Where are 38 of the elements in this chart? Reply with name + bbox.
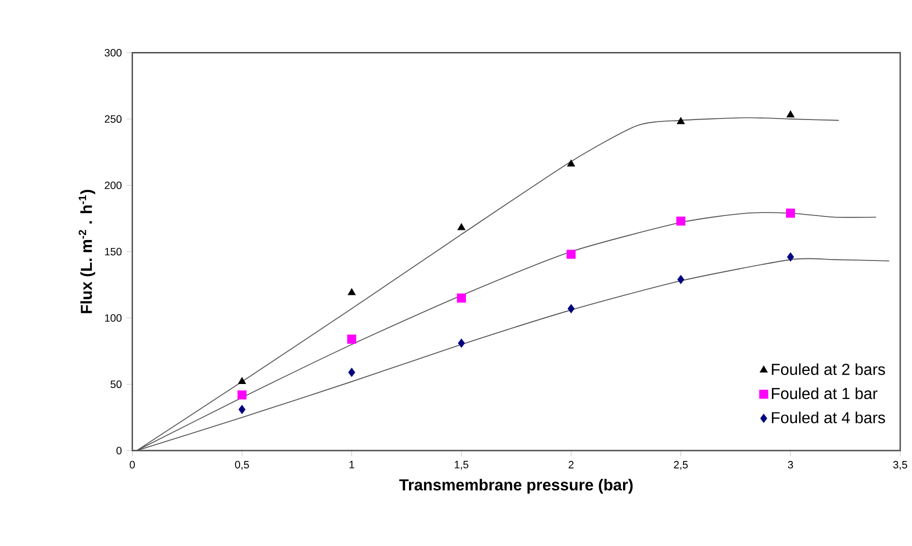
legend-label: Fouled at 4 bars — [772, 412, 886, 424]
x-tick-label: 3,5 — [893, 460, 908, 470]
point — [677, 274, 684, 284]
x-tick-label: 0,5 — [235, 460, 249, 470]
y-tick-label: 50 — [110, 380, 122, 388]
point — [786, 208, 796, 218]
point — [567, 160, 576, 166]
legend-label: Fouled at 2 bars — [772, 363, 886, 375]
point — [458, 338, 465, 348]
x-tick-label: 3 — [788, 460, 793, 468]
point — [456, 294, 466, 303]
x-tick-label: 2 — [568, 460, 574, 468]
point — [786, 110, 794, 118]
y-tick-label: 200 — [104, 182, 122, 190]
point — [238, 390, 247, 400]
point — [348, 288, 356, 296]
point — [676, 117, 685, 124]
y-tick-label: 150 — [105, 248, 122, 256]
y-axis-title: Flux (L. m$^{-2}$ . h$^{-1}$) — [78, 190, 96, 314]
y-tick-label: 100 — [105, 314, 122, 322]
point — [238, 377, 246, 384]
point — [676, 216, 686, 226]
x-axis-title: Transmembrane pressure (bar) — [399, 478, 633, 494]
x-tick-label: 1,5 — [454, 460, 468, 470]
point — [566, 250, 576, 259]
point — [348, 368, 356, 377]
x-tick-label: 2,5 — [674, 460, 688, 470]
point — [787, 252, 794, 262]
x-tick-label: 1 — [350, 460, 354, 468]
y-tick-label: 250 — [104, 115, 122, 123]
point — [568, 304, 575, 314]
point — [238, 404, 246, 414]
x-tick-label: 0 — [130, 460, 135, 468]
y-tick-label: 300 — [104, 48, 122, 56]
point — [347, 334, 356, 344]
legend-label: Fouled at 1 bar — [772, 387, 878, 400]
y-tick-label: 0 — [116, 446, 122, 454]
point — [457, 223, 466, 230]
